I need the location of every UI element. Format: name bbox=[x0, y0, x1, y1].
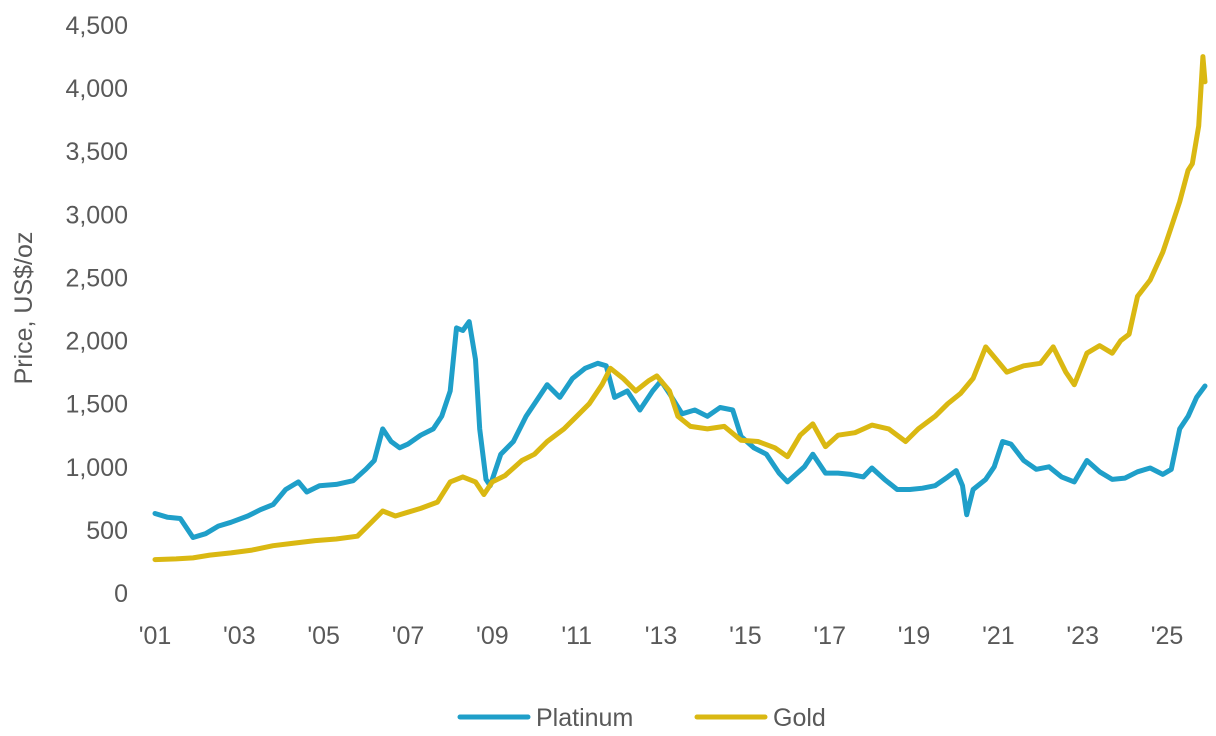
x-axis-ticks: '01 '03 '05 '07 '09 '11 '13 '15 '17 '19 '21 '23 '25 bbox=[139, 622, 1184, 650]
x-tick-label: '19 bbox=[898, 622, 931, 650]
y-tick-label: 2,000 bbox=[65, 328, 128, 356]
y-tick-label: 1,000 bbox=[65, 454, 128, 482]
y-tick-label: 2,500 bbox=[65, 264, 128, 292]
y-tick-label: 1,500 bbox=[65, 391, 128, 419]
x-tick-label: '23 bbox=[1066, 622, 1099, 650]
y-axis-title: Price, US$/oz bbox=[10, 232, 38, 385]
y-tick-label: 0 bbox=[114, 580, 128, 608]
x-tick-label: '17 bbox=[813, 622, 846, 650]
x-tick-label: '09 bbox=[476, 622, 509, 650]
y-tick-label: 3,000 bbox=[65, 201, 128, 229]
x-tick-label: '05 bbox=[307, 622, 340, 650]
legend: Platinum Gold bbox=[457, 704, 826, 732]
x-tick-label: '25 bbox=[1151, 622, 1184, 650]
y-tick-label: 4,000 bbox=[65, 75, 128, 103]
x-tick-label: '13 bbox=[645, 622, 678, 650]
series-line-gold bbox=[152, 54, 1208, 563]
x-tick-label: '21 bbox=[982, 622, 1015, 650]
y-axis-ticks: 0 500 1,000 1,500 2,000 2,500 3,000 3,500 4,000 4… bbox=[65, 12, 128, 608]
x-tick-label: '03 bbox=[223, 622, 256, 650]
legend-label-gold: Gold bbox=[773, 704, 826, 732]
series-layer bbox=[152, 54, 1208, 563]
y-tick-label: 500 bbox=[86, 517, 128, 545]
legend-label-platinum: Platinum bbox=[536, 704, 633, 732]
x-tick-label: '01 bbox=[139, 622, 172, 650]
x-tick-label: '11 bbox=[561, 622, 592, 650]
y-tick-label: 3,500 bbox=[65, 138, 128, 166]
y-tick-label: 4,500 bbox=[65, 12, 128, 40]
x-tick-label: '07 bbox=[392, 622, 425, 650]
x-tick-label: '15 bbox=[729, 622, 762, 650]
